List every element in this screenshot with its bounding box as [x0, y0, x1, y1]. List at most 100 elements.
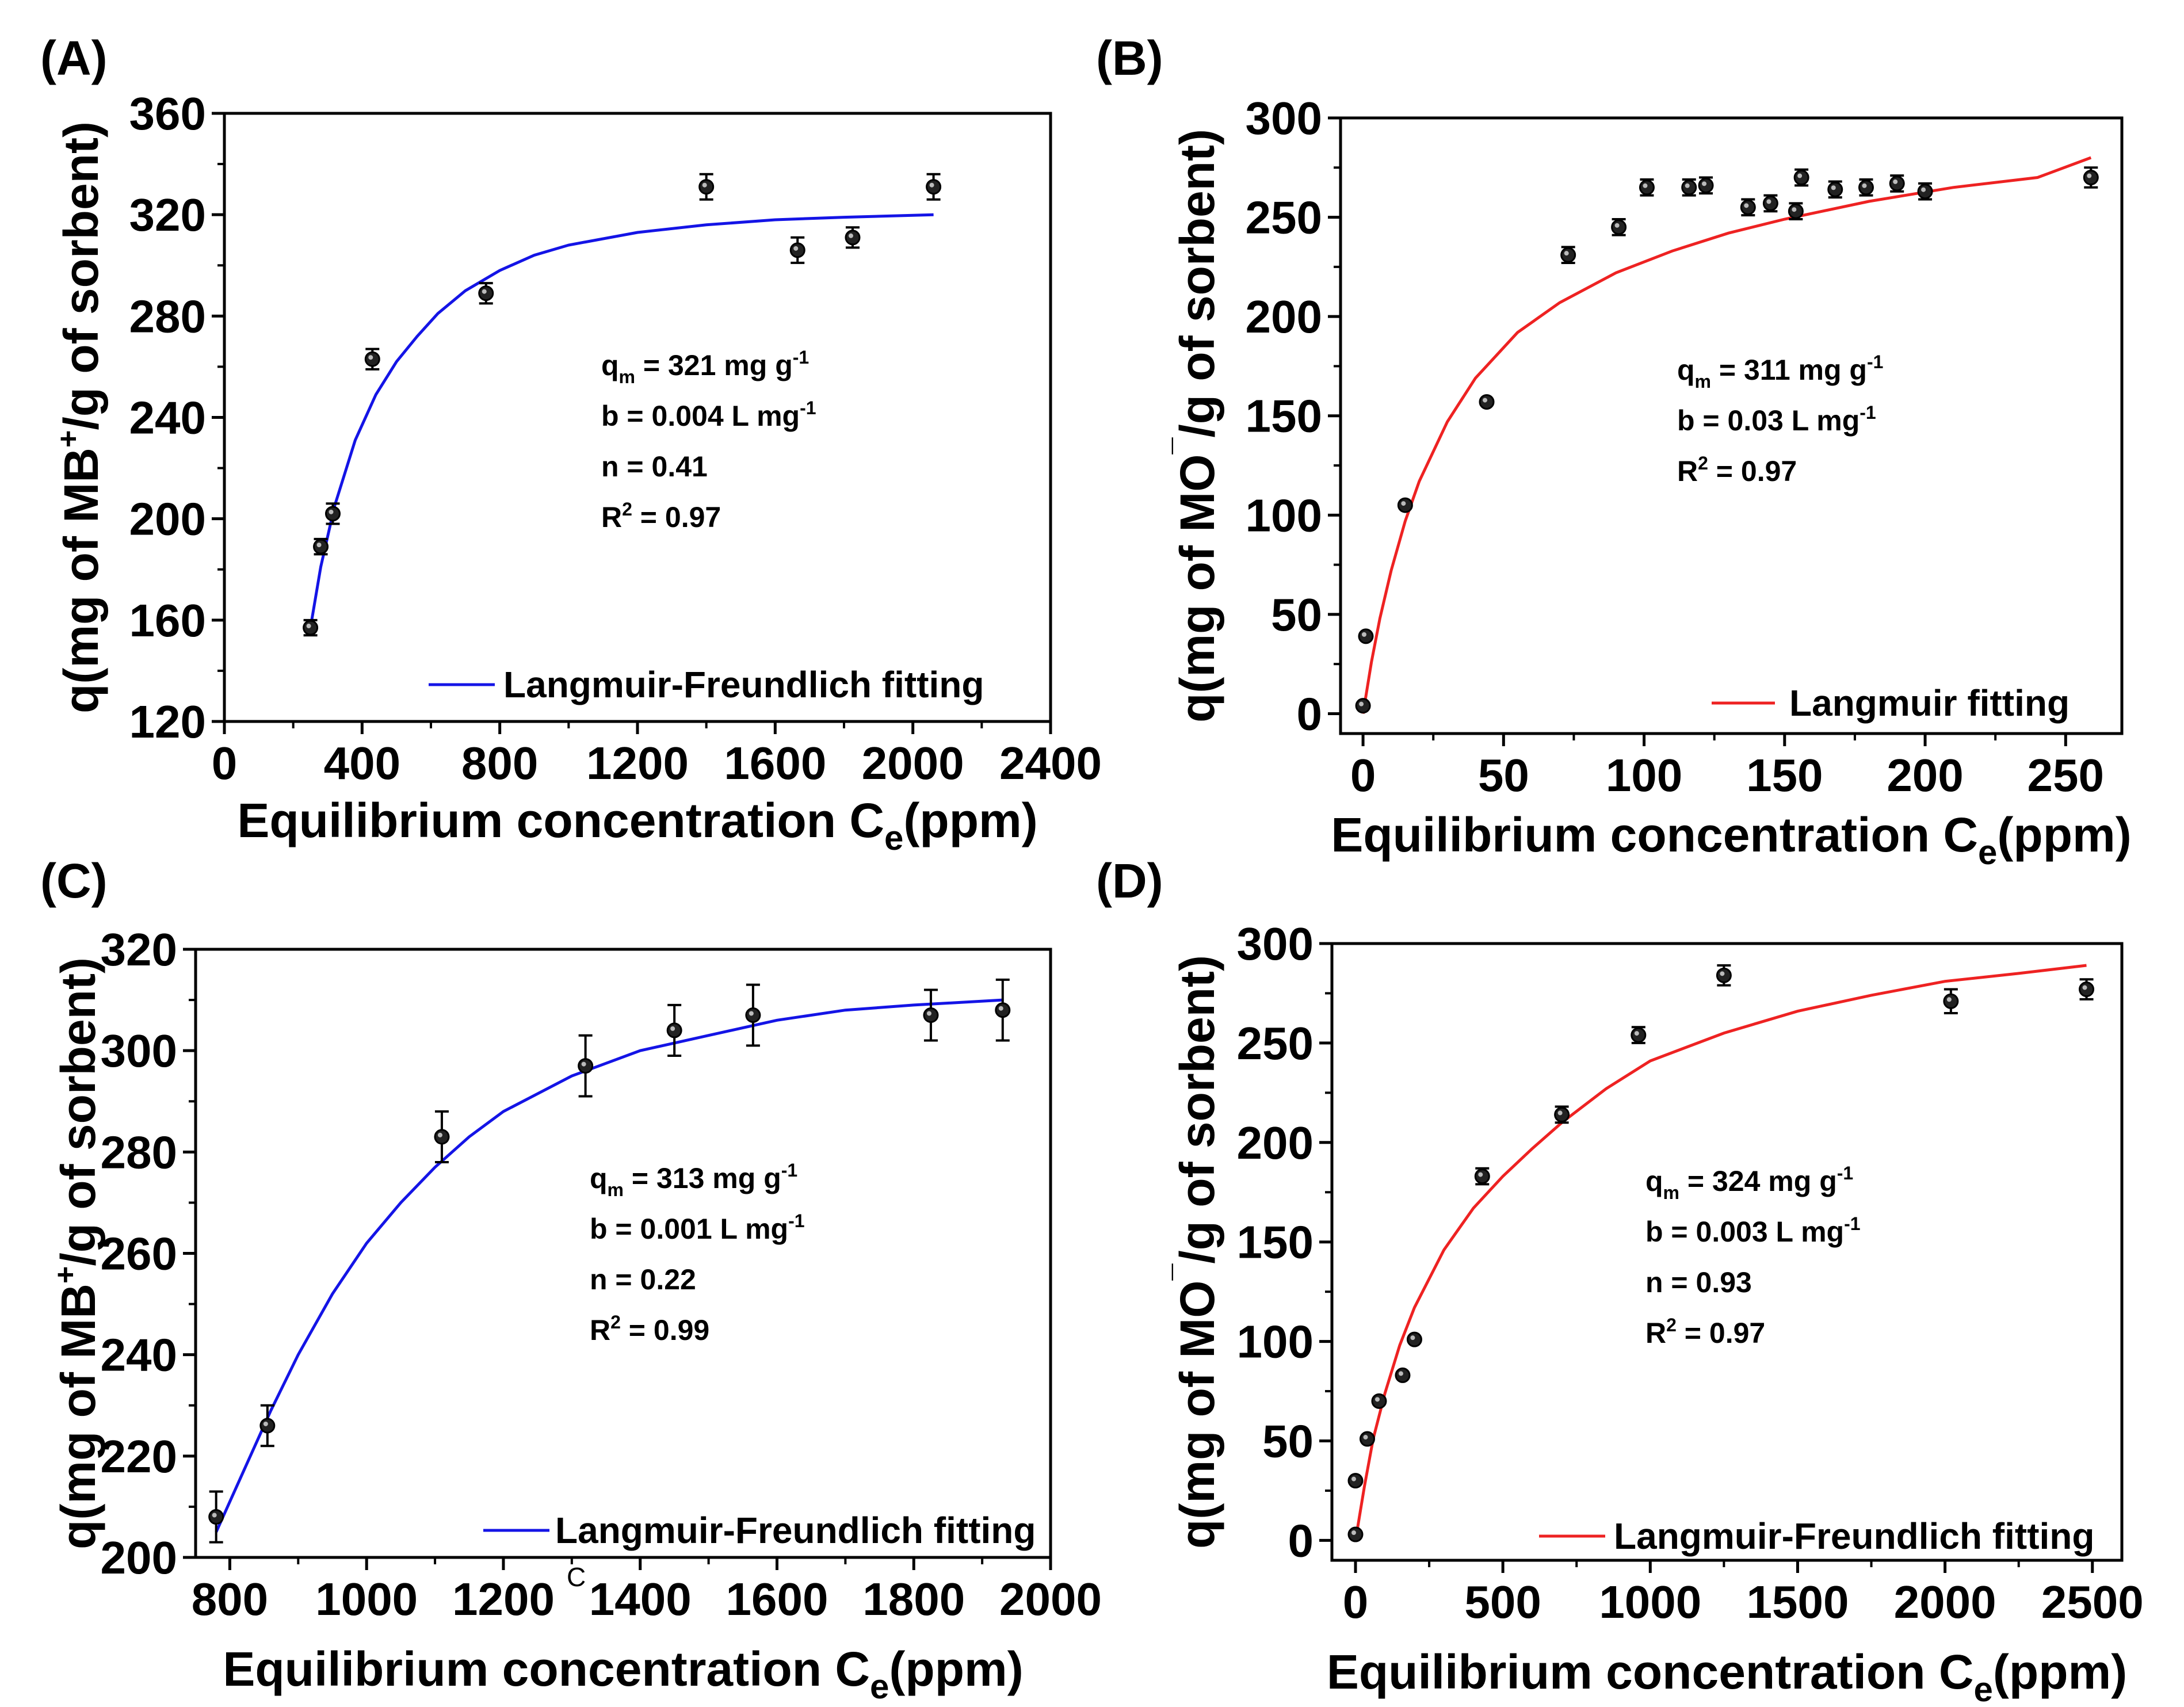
fit-parameter-main: b = 0.03 L mg	[1677, 404, 1860, 437]
data-point	[1762, 195, 1778, 211]
x-tick-label: 1200	[452, 1574, 555, 1625]
y-tick-label: 0	[1288, 1515, 1314, 1566]
fit-parameter-sub: m	[1663, 1182, 1679, 1203]
fit-parameter-sup: 2	[610, 1312, 621, 1332]
data-point-highlight	[437, 1132, 442, 1137]
fit-parameter: b = 0.03 L mg-1	[1677, 402, 1876, 437]
data-point	[1406, 1331, 1422, 1347]
data-point	[1917, 184, 1933, 200]
x-tick-label: 0	[1343, 1576, 1369, 1628]
data-point-highlight	[1483, 398, 1488, 403]
data-point-highlight	[1862, 183, 1867, 188]
data-point	[1631, 1027, 1647, 1043]
data-point-highlight	[793, 246, 799, 251]
panel-label: (C)	[40, 854, 108, 908]
data-point-highlight	[1634, 1031, 1639, 1036]
x-tick-label: 1600	[726, 1574, 828, 1625]
fit-parameter: qm = 321 mg g-1	[601, 347, 809, 387]
data-point-highlight	[1363, 1435, 1368, 1440]
legend-label: Langmuir-Freundlich fitting	[1614, 1515, 2094, 1557]
panel-B: (B) 0 50 100 150 200 250 0 50 100 150 200 250 300 Equi…	[1096, 31, 2132, 872]
data-point-highlight	[263, 1421, 268, 1426]
data-point	[1359, 1431, 1375, 1447]
data-point-highlight	[1831, 185, 1836, 190]
x-axis-title-sub: e	[870, 1667, 889, 1706]
x-tick-label: 150	[1746, 750, 1823, 801]
y-tick-label: 200	[101, 1532, 177, 1583]
plot-frame	[194, 948, 1052, 1559]
y-axis-title-sup: ¯	[1168, 1263, 1201, 1281]
data-point-highlight	[1893, 179, 1898, 184]
fit-parameter: n = 0.93	[1645, 1266, 1752, 1299]
y-tick-label: 240	[101, 1330, 177, 1381]
x-axis-title-sub: e	[884, 819, 903, 857]
data-point	[1474, 1168, 1490, 1185]
data-point-highlight	[670, 1026, 675, 1031]
x-tick-label: 800	[461, 738, 538, 789]
fit-parameter: R2 = 0.97	[601, 499, 721, 533]
x-axis-title-tail: (ppm)	[889, 1642, 1023, 1696]
y-tick-label: 220	[101, 1431, 177, 1482]
fit-parameter-main: R	[601, 501, 622, 533]
data-point-highlight	[1557, 1110, 1563, 1116]
y-tick-label: 100	[1237, 1316, 1314, 1368]
x-tick-label: 2000	[862, 738, 964, 789]
y-tick-label: 250	[1237, 1018, 1314, 1069]
data-point-highlight	[749, 1011, 754, 1016]
data-point-highlight	[1351, 1530, 1356, 1536]
y-tick-label: 260	[101, 1228, 177, 1280]
data-point	[259, 1418, 276, 1434]
y-tick-label: 300	[1237, 918, 1314, 969]
fit-parameter: b = 0.004 L mg-1	[601, 398, 816, 432]
data-point-highlight	[1720, 971, 1725, 976]
fit-parameter-main: n = 0.22	[590, 1263, 696, 1296]
data-point	[1554, 1106, 1570, 1122]
data-point-highlight	[1921, 187, 1926, 192]
fit-parameter: R2 = 0.97	[1677, 453, 1797, 487]
fit-parameter-unit-sup: -1	[1867, 352, 1883, 372]
data-point	[1788, 203, 1804, 219]
data-point	[1716, 967, 1732, 983]
y-tick-label: 200	[129, 494, 206, 545]
data-point	[1611, 219, 1627, 235]
x-tick-label: 0	[1350, 750, 1376, 801]
x-axis-title-tail: (ppm)	[1993, 1645, 2127, 1699]
y-tick-label: 320	[129, 189, 206, 240]
y-tick-label: 300	[1246, 93, 1322, 144]
stray-character: C	[567, 1562, 586, 1592]
x-tick-label: 50	[1478, 750, 1529, 801]
fit-parameter-unit-sup: -1	[1844, 1213, 1860, 1234]
data-point-highlight	[929, 182, 934, 188]
x-axis-title-tail: (ppm)	[903, 793, 1037, 847]
fit-curve	[215, 998, 1003, 1533]
data-point	[1347, 1473, 1364, 1489]
fit-parameter-value: = 324 mg g	[1679, 1165, 1837, 1197]
data-point-highlight	[1643, 183, 1648, 188]
data-point	[698, 179, 715, 195]
data-point	[845, 230, 861, 246]
x-tick-label: 2000	[1894, 1576, 1996, 1628]
x-tick-label: 2400	[999, 738, 1102, 789]
fit-parameter-unit-sup: -1	[1860, 402, 1876, 423]
data-point-highlight	[1744, 203, 1749, 208]
x-axis-title-main: Equilibrium concentration C	[1327, 1645, 1974, 1699]
x-tick-label: 500	[1464, 1576, 1541, 1628]
fit-parameter-main: q	[590, 1162, 608, 1194]
fit-parameter-value: = 313 mg g	[624, 1162, 781, 1194]
y-axis-title-tail: /g of sorbent)	[1170, 129, 1224, 438]
y-tick-label: 200	[1246, 291, 1322, 342]
y-axis-title-main: q(mg of MB	[54, 448, 108, 713]
data-point-highlight	[1766, 199, 1771, 204]
data-point-highlight	[306, 624, 311, 629]
fit-parameter-value: = 311 mg g	[1711, 354, 1867, 386]
data-point	[666, 1022, 682, 1038]
y-tick-label: 50	[1271, 589, 1322, 640]
y-tick-label: 150	[1237, 1217, 1314, 1268]
fit-parameter-unit-sup: -1	[788, 1210, 804, 1231]
fit-parameter: b = 0.003 L mg-1	[1645, 1213, 1861, 1248]
fit-parameter: n = 0.22	[590, 1263, 696, 1296]
fit-parameter-unit-sup: -1	[781, 1160, 797, 1181]
data-point	[1943, 993, 1959, 1009]
data-point-highlight	[1564, 251, 1569, 256]
